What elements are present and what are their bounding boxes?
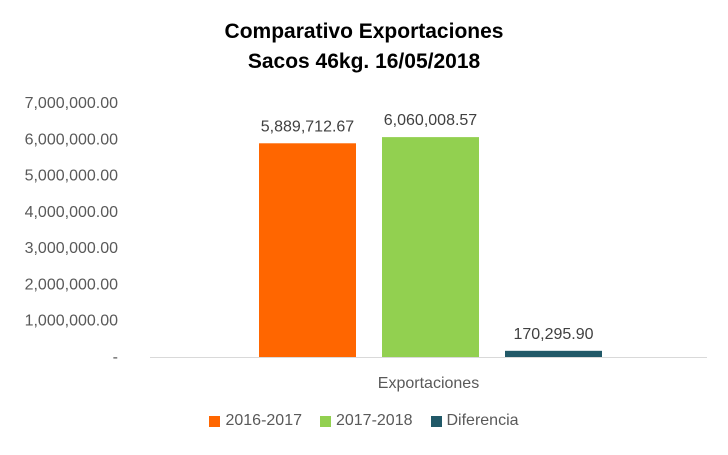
y-tick-label: 3,000,000.00: [25, 240, 119, 257]
y-tick-label: 1,000,000.00: [25, 313, 119, 330]
legend-label: 2017-2018: [335, 412, 413, 429]
data-label: 6,060,008.57: [384, 112, 478, 129]
y-axis: - 1,000,000.00 2,000,000.00 3,000,000.00 4,0…: [25, 95, 119, 366]
legend-item: Diferencia: [430, 412, 519, 430]
bar-2016-2017: [259, 143, 356, 357]
data-label: 170,295.90: [513, 326, 593, 343]
legend-swatch: [319, 415, 331, 427]
legend-swatch: [430, 415, 442, 427]
legend-item: 2017-2018: [319, 412, 413, 430]
y-tick-label: -: [113, 349, 118, 366]
legend-swatch: [209, 415, 221, 427]
y-tick-label: 5,000,000.00: [25, 168, 119, 185]
chart-title: Comparativo Exportaciones Sacos 46kg. 16/…: [225, 20, 504, 73]
legend-item: 2016-2017: [209, 412, 302, 430]
legend-label: 2016-2017: [225, 412, 302, 429]
legend-label: Diferencia: [446, 412, 519, 429]
y-tick-label: 6,000,000.00: [25, 131, 119, 148]
category-label: Exportaciones: [378, 375, 479, 392]
bar-2017-2018: [382, 137, 479, 357]
chart-title-line: Comparativo Exportaciones: [225, 20, 504, 43]
y-tick-label: 4,000,000.00: [25, 204, 119, 221]
y-tick-label: 2,000,000.00: [25, 276, 119, 293]
data-labels: 5,889,712.67 6,060,008.57 170,295.90: [261, 112, 594, 343]
legend: 2016-2017 2017-2018 Diferencia: [0, 412, 728, 430]
bar-diferencia: [505, 350, 602, 357]
data-label: 5,889,712.67: [261, 118, 355, 135]
bars: [259, 137, 602, 357]
chart-title-line: Sacos 46kg. 16/05/2018: [248, 50, 481, 73]
y-tick-label: 7,000,000.00: [25, 95, 119, 112]
